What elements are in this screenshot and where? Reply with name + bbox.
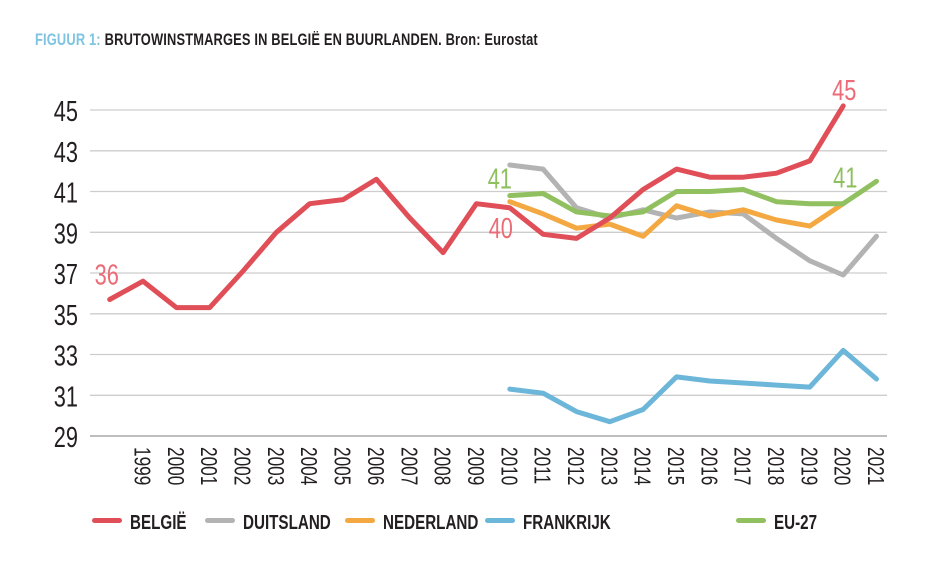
x-axis-year-label: 2006	[362, 447, 387, 485]
x-axis-year-label: 2007	[396, 447, 421, 485]
x-axis-year-label: 2021	[862, 447, 887, 485]
legend-item-duitsland: DUITSLAND	[205, 511, 331, 534]
series-line-nederland	[507, 199, 846, 239]
x-axis-year-label: 2008	[429, 447, 454, 485]
figure-heading: BRUTOWINSTMARGES IN BELGIË EN BUURLANDEN…	[104, 31, 538, 49]
x-axis-year-label: 2003	[262, 447, 287, 485]
x-axis-year-label: 2011	[529, 447, 554, 484]
y-axis-tick-label: 29	[54, 422, 78, 454]
legend-swatch-nederland	[345, 518, 375, 523]
legend-label-duitsland: DUITSLAND	[243, 511, 331, 534]
y-axis-tick-label: 39	[54, 218, 78, 250]
data-label-eu-27-2020: 41	[833, 163, 857, 195]
series-line-belgie	[107, 103, 846, 311]
figure-number: FIGUUR 1:	[35, 31, 101, 49]
y-axis-tick-label: 35	[54, 300, 78, 332]
series-line-eu-27	[507, 178, 879, 219]
data-label-belgie-2010: 40	[489, 213, 513, 245]
legend-label-frankrijk: FRANKRIJK	[523, 511, 611, 534]
x-axis-year-label: 2015	[662, 447, 687, 485]
x-axis-year-label: 2014	[629, 447, 654, 485]
x-axis-year-label: 2010	[496, 447, 521, 485]
x-axis-year-label: 2019	[796, 447, 821, 485]
legend-item-frankrijk: FRANKRIJK	[485, 511, 611, 534]
data-label-eu-27-2010: 41	[488, 164, 512, 196]
legend-item-nederland: NEDERLAND	[345, 511, 479, 534]
x-axis-year-label: 2012	[562, 447, 587, 485]
y-axis-tick-label: 33	[54, 341, 78, 373]
legend-label-nederland: NEDERLAND	[383, 511, 479, 534]
legend-item-belgie: BELGIË	[92, 511, 187, 534]
x-axis-year-label: 2002	[229, 447, 254, 485]
y-axis-tick-label: 31	[54, 381, 78, 413]
x-axis-year-label: 2001	[196, 447, 221, 485]
series-line-duitsland	[507, 162, 879, 278]
x-axis-year-label: 2009	[462, 447, 487, 485]
figure-title: FIGUUR 1: BRUTOWINSTMARGES IN BELGIË EN B…	[35, 31, 538, 50]
x-axis-year-label: 1999	[129, 447, 154, 485]
y-axis-tick-label: 45	[54, 96, 78, 128]
x-axis-year-label: 2018	[762, 447, 787, 485]
x-axis-year-label: 2020	[829, 447, 854, 485]
legend-swatch-belgie	[92, 518, 122, 523]
x-axis-year-label: 2017	[729, 447, 754, 485]
data-label-belgie-2020: 45	[832, 75, 856, 107]
y-axis-tick-label: 43	[54, 137, 78, 169]
x-axis-year-label: 2016	[696, 447, 721, 485]
y-axis-tick-label: 41	[54, 178, 78, 210]
x-axis-year-label: 2013	[596, 447, 621, 485]
legend-label-belgie: BELGIË	[130, 511, 187, 534]
y-axis-tick-label: 37	[54, 259, 78, 291]
legend-swatch-eu-27	[736, 518, 766, 523]
data-label-belgie-1998: 36	[95, 260, 119, 292]
x-axis-year-label: 2000	[162, 447, 187, 485]
legend-label-eu-27: EU-27	[774, 511, 817, 534]
legend-swatch-duitsland	[205, 518, 235, 523]
legend-swatch-frankrijk	[485, 518, 515, 523]
legend-item-eu-27: EU-27	[736, 511, 817, 534]
x-axis-year-label: 2004	[296, 447, 321, 485]
x-axis-year-label: 2005	[329, 447, 354, 485]
series-line-frankrijk	[507, 347, 879, 425]
